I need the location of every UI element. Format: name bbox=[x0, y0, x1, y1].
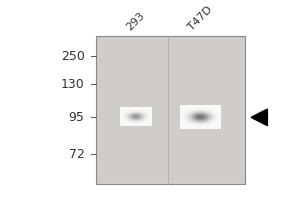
Text: T47D: T47D bbox=[187, 4, 214, 32]
Text: 130: 130 bbox=[61, 78, 85, 91]
Polygon shape bbox=[251, 109, 267, 126]
Text: 72: 72 bbox=[69, 148, 85, 161]
Text: 95: 95 bbox=[69, 111, 85, 124]
Text: 293: 293 bbox=[124, 10, 146, 32]
FancyBboxPatch shape bbox=[97, 36, 245, 184]
Text: 250: 250 bbox=[61, 50, 85, 63]
